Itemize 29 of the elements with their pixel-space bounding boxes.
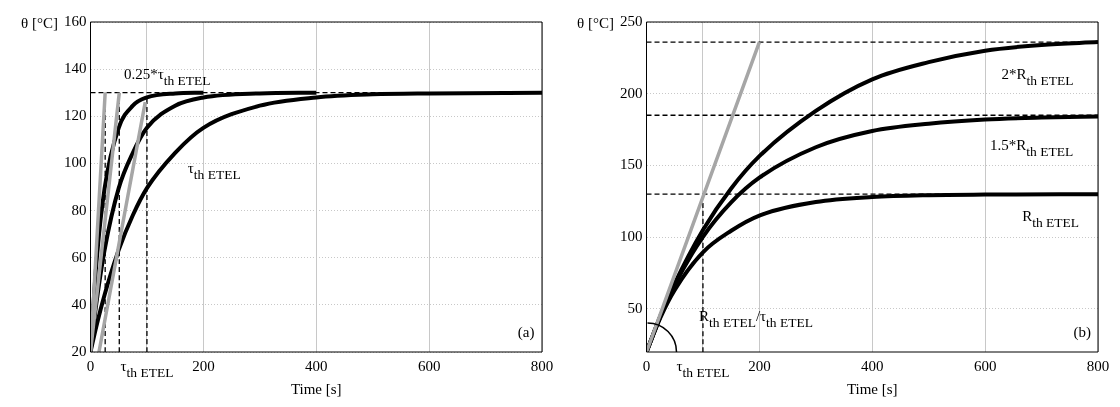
y-tick-label: 40 bbox=[71, 295, 87, 312]
x-tick-label: 400 bbox=[305, 358, 328, 374]
x-tick-label: 0 bbox=[86, 358, 95, 374]
x-tick-label: 600 bbox=[417, 358, 441, 374]
annotation: (b) bbox=[1073, 324, 1091, 342]
y-tick-label: 200 bbox=[620, 84, 643, 101]
y-tick-label: 140 bbox=[64, 60, 87, 77]
x-tick-label: 800 bbox=[530, 358, 554, 374]
y-tick-label: 50 bbox=[627, 299, 643, 316]
y-tick-label: 120 bbox=[64, 107, 87, 124]
y-tick-label: 160 bbox=[64, 12, 87, 29]
x-tick-label: 600 bbox=[973, 358, 997, 374]
x-axis-title: Time [s] bbox=[846, 381, 898, 397]
y-axis-title: θ [°C] bbox=[21, 15, 59, 31]
x-tick-label: 200 bbox=[748, 358, 771, 374]
y-tick-label: 250 bbox=[620, 12, 643, 29]
y-axis-title: θ [°C] bbox=[577, 15, 615, 31]
y-tick-label: 150 bbox=[620, 156, 643, 173]
y-tick-label: 20 bbox=[71, 342, 87, 359]
annotation: (a) bbox=[517, 324, 535, 342]
x-tick-label: 800 bbox=[1086, 358, 1110, 374]
y-tick-label: 100 bbox=[64, 154, 87, 171]
x-tick-label: 200 bbox=[192, 358, 215, 374]
y-tick-label: 60 bbox=[71, 248, 87, 265]
y-tick-label: 80 bbox=[71, 201, 87, 218]
x-tick-label: 400 bbox=[861, 358, 884, 374]
x-axis-title: Time [s] bbox=[290, 381, 342, 397]
x-tick-label: 0 bbox=[642, 358, 651, 374]
y-tick-label: 100 bbox=[620, 228, 643, 245]
